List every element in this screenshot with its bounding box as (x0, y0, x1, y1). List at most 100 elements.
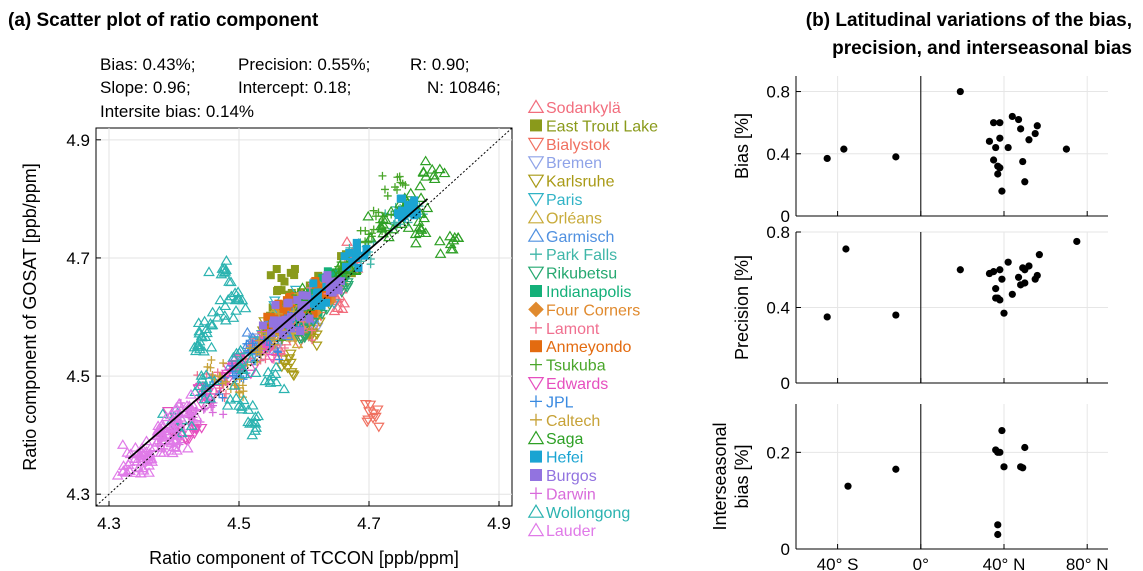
data-point (252, 410, 264, 421)
data-point (129, 441, 142, 452)
data-point (206, 306, 219, 317)
legend-item-anmeyondo: Anmeyondo (530, 339, 631, 356)
data-point (285, 294, 294, 303)
data-point (222, 389, 230, 398)
data-point (194, 343, 206, 354)
legend-label: Paris (546, 192, 582, 209)
legend-marker-square (530, 450, 542, 463)
legend-item-bremen: Bremen (527, 155, 602, 172)
data-point (322, 298, 331, 307)
data-point (996, 448, 1004, 456)
data-point (434, 248, 447, 258)
data-point (286, 324, 295, 333)
data-point (377, 213, 389, 223)
legend-item-jpl: JPL (530, 394, 574, 411)
data-point (143, 453, 155, 464)
data-point (1004, 258, 1012, 266)
data-point (383, 191, 392, 200)
data-point (242, 416, 254, 427)
data-point (201, 404, 210, 413)
stat-0: Bias: 0.43%; (100, 55, 195, 74)
data-point (1019, 157, 1027, 166)
latitude-panel-1: 0 0.4 0.8 Bias [%] (732, 76, 1108, 226)
data-point (307, 336, 316, 345)
data-point (285, 349, 297, 360)
data-point (433, 163, 446, 174)
panel-a-scatter: (a) Scatter plot of ratio component Bias… (8, 10, 658, 568)
lat-tick-label: 40° S (817, 555, 859, 571)
data-point (224, 393, 237, 404)
data-point (998, 426, 1006, 435)
legend-marker-plus (530, 413, 542, 426)
data-point (277, 274, 286, 283)
legend-marker-triangle-up (527, 504, 545, 518)
data-point (191, 341, 204, 351)
panel-a-lines (95, 127, 513, 507)
legend-item-lauder: Lauder (527, 522, 596, 540)
data-point (230, 305, 242, 315)
legend-marker-square (530, 119, 542, 132)
data-point (328, 305, 341, 316)
y-tick-label: 4.3 (66, 485, 90, 504)
stat-6: Intersite bias: 0.14% (100, 102, 254, 121)
y-tick-label: 0 (781, 540, 790, 559)
legend-label: Indianapolis (546, 284, 631, 301)
data-point (371, 405, 384, 416)
legend-marker-triangle-down (527, 266, 545, 281)
x-tick-label: 4.3 (97, 514, 121, 533)
data-point (215, 268, 228, 279)
data-point (366, 260, 375, 269)
lat-tick-label: 0° (913, 555, 929, 571)
data-point (269, 319, 278, 328)
data-point (410, 237, 422, 248)
data-point (1014, 115, 1023, 124)
data-point (221, 377, 230, 386)
panel-a-title: (a) Scatter plot of ratio component (8, 10, 319, 31)
x-tick-label: 4.7 (357, 514, 381, 533)
legend-marker-triangle-up (527, 522, 545, 537)
data-point (279, 307, 288, 316)
data-point (410, 196, 419, 205)
data-point (360, 251, 369, 260)
legend-marker-plus (530, 321, 542, 334)
legend-label: Tsukuba (546, 358, 606, 375)
data-point (155, 441, 167, 452)
latitude-panel-3: 0 0.2 Interseasonal bias [%] (710, 404, 1108, 559)
data-point (396, 194, 405, 203)
data-point (998, 187, 1006, 195)
data-point (298, 291, 307, 300)
data-point (241, 326, 254, 337)
data-point (1021, 443, 1029, 452)
data-point (238, 381, 247, 390)
data-point (396, 178, 405, 187)
data-point (994, 530, 1002, 539)
data-point (1021, 279, 1029, 287)
data-point (956, 87, 964, 96)
data-point (401, 209, 410, 218)
data-point (220, 255, 233, 265)
data-point (223, 276, 235, 286)
data-point (307, 333, 320, 344)
data-point (372, 422, 385, 433)
legend-item-burgos: Burgos (530, 468, 597, 485)
data-point (452, 231, 464, 242)
data-point (244, 369, 257, 380)
data-point (1025, 262, 1033, 270)
data-point (404, 204, 413, 213)
data-point (198, 315, 211, 326)
data-point (308, 299, 317, 308)
legend-marker-square (530, 340, 542, 353)
data-point (279, 330, 288, 339)
data-point (362, 210, 375, 221)
data-point (269, 368, 282, 379)
y-tick-label: 0.4 (766, 145, 790, 164)
data-point (154, 447, 167, 457)
data-point (385, 205, 397, 216)
data-point (158, 425, 171, 436)
data-point (317, 301, 326, 310)
data-point (1008, 112, 1016, 121)
data-point (219, 300, 232, 311)
data-point (992, 143, 1000, 152)
data-point (263, 312, 272, 321)
